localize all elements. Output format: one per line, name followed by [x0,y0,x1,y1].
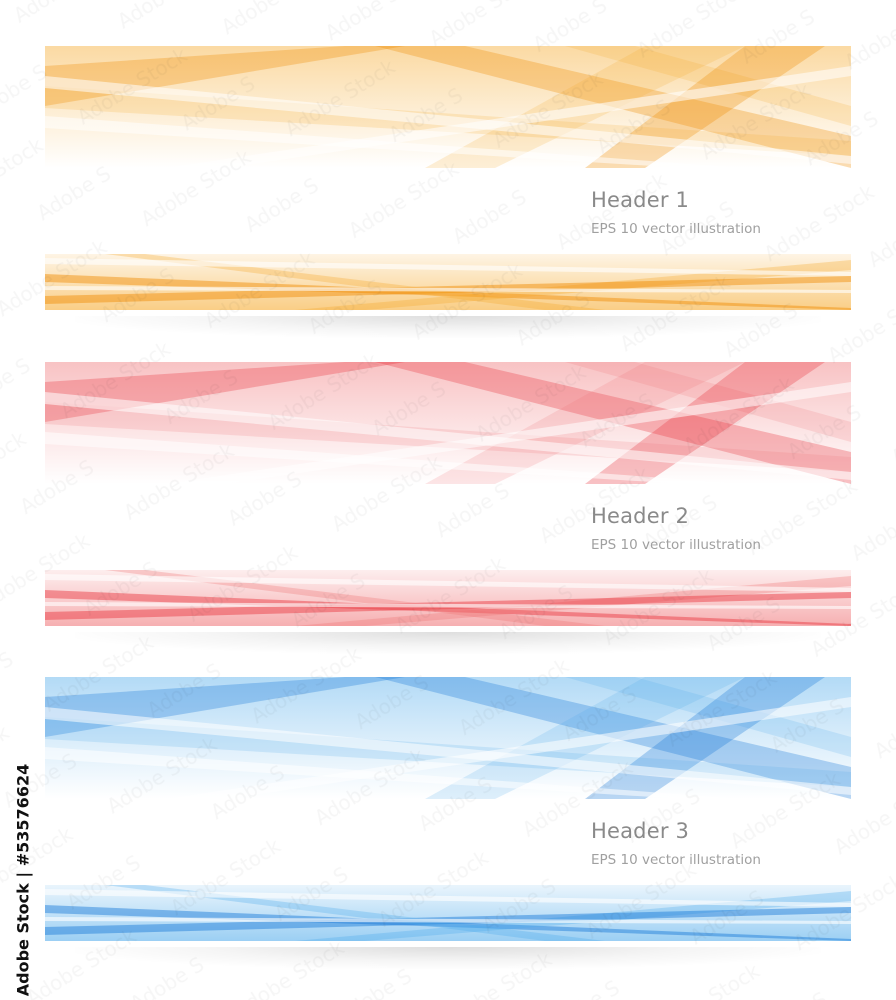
banner-1-subtitle: EPS 10 vector illustration [591,221,761,237]
banner-3: Header 3 EPS 10 vector illustration [45,677,851,969]
stock-id-text: Adobe Stock | #53576624 [13,763,33,996]
banner-2-subtitle: EPS 10 vector illustration [591,537,761,553]
banner-1-art [45,46,851,310]
banner-2: Header 2 EPS 10 vector illustration [45,362,851,654]
banner-3-art [45,677,851,941]
banner-3-subtitle: EPS 10 vector illustration [591,852,761,868]
banner-3-title: Header 3 [591,819,690,843]
stock-id-label: Adobe Stock | #53576624 [12,763,34,995]
banner-2-art [45,362,851,626]
banner-1-title: Header 1 [591,188,690,212]
banner-2-title: Header 2 [591,504,690,528]
banner-1-shadow [75,316,821,338]
banner-2-shadow [75,632,821,654]
banner-3-shadow [75,947,821,969]
banner-1: Header 1 EPS 10 vector illustration [45,46,851,338]
